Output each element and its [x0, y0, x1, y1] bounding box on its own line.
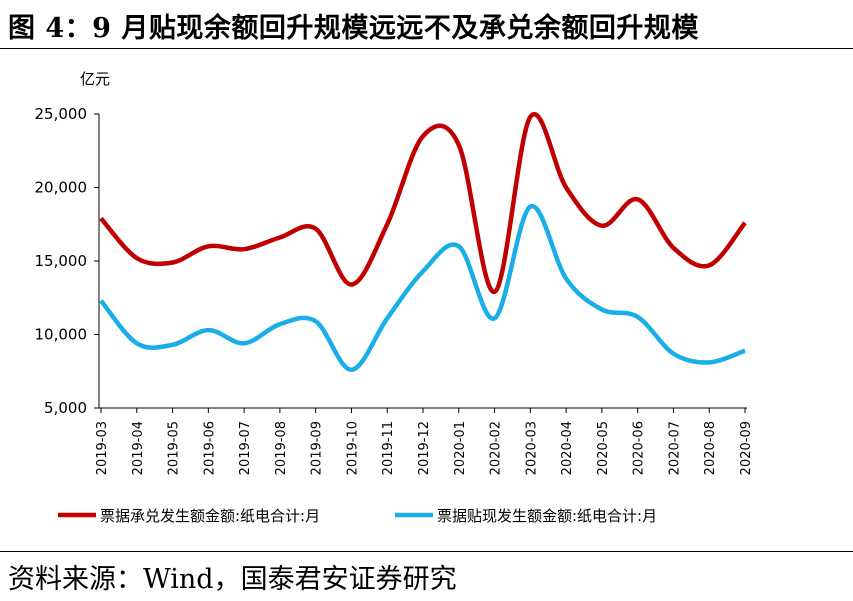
y-axis-ticks: 5,000 10,000 15,000 20,000 25,000: [35, 105, 99, 417]
title-rule: [0, 48, 853, 49]
x-tick-label: 2019-10: [345, 421, 360, 475]
y-tick-label: 20,000: [35, 179, 88, 197]
x-tick-label: 2020-01: [453, 421, 468, 475]
source-note: 资料来源：Wind，国泰君安证券研究: [8, 564, 457, 595]
y-tick-label: 10,000: [35, 326, 88, 344]
series-lines: [99, 111, 747, 373]
x-tick-label: 2020-05: [596, 421, 611, 475]
series-line-2: [99, 204, 746, 373]
source-rule: [0, 551, 853, 552]
legend-label-1: 票据承兑发生额金额:纸电合计:月: [100, 507, 320, 525]
x-tick-label: 2020-03: [524, 421, 539, 475]
series-line-1: [99, 111, 747, 295]
y-unit-label: 亿元: [80, 70, 110, 88]
x-tick-label: 2020-07: [667, 421, 682, 475]
x-tick-label: 2019-03: [95, 421, 110, 475]
x-tick-label: 2020-02: [489, 421, 504, 475]
x-tick-label: 2019-07: [238, 421, 253, 475]
y-tick-label: 25,000: [35, 105, 88, 123]
line-chart: 亿元 5,000 10,000 15,000 20,000 25,000 2019-03…: [35, 70, 755, 525]
x-tick-label: 2020-08: [703, 421, 718, 475]
x-axis-ticks: 2019-03 2019-04 2019-05 2019-06 2019-07 2019-…: [95, 408, 754, 475]
x-tick-label: 2020-09: [739, 421, 754, 475]
x-tick-label: 2019-04: [131, 421, 146, 475]
chart-axes: [98, 114, 747, 409]
x-tick-label: 2019-08: [274, 421, 289, 475]
x-tick-label: 2019-06: [202, 421, 217, 475]
x-tick-label: 2019-12: [417, 421, 432, 475]
y-tick-label: 15,000: [35, 252, 88, 270]
figure-title: 图 4：9 月贴现余额回升规模远远不及承兑余额回升规模: [8, 13, 699, 44]
legend-label-2: 票据贴现发生额金额:纸电合计:月: [437, 507, 657, 525]
x-tick-label: 2019-09: [310, 421, 325, 475]
x-tick-label: 2020-04: [560, 421, 575, 475]
x-tick-label: 2020-06: [632, 421, 647, 475]
x-tick-label: 2019-11: [381, 421, 396, 475]
x-tick-label: 2019-05: [167, 421, 182, 475]
y-tick-label: 5,000: [44, 399, 87, 417]
chart-legend: 票据承兑发生额金额:纸电合计:月 票据贴现发生额金额:纸电合计:月: [58, 507, 657, 525]
